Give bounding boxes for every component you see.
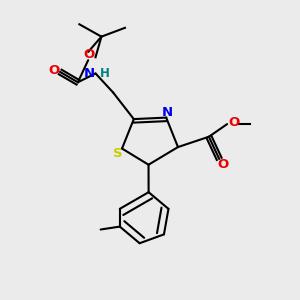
- Text: H: H: [99, 67, 109, 80]
- Text: O: O: [48, 64, 59, 77]
- Text: O: O: [83, 48, 94, 62]
- Text: O: O: [228, 116, 239, 129]
- Text: O: O: [217, 158, 228, 171]
- Text: N: N: [83, 67, 94, 80]
- Text: S: S: [113, 147, 122, 160]
- Text: N: N: [162, 106, 173, 119]
